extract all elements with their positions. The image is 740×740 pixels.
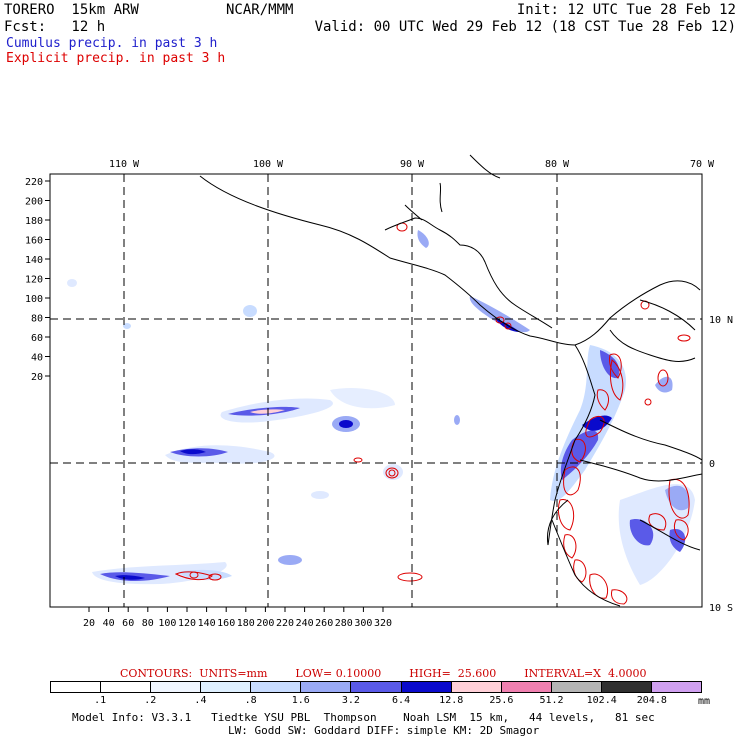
x-tick-label: 220 (276, 618, 294, 629)
valid-time: Valid: 00 UTC Wed 29 Feb 12 (18 CST Tue … (314, 19, 736, 35)
y-tick-label: 20 (31, 372, 43, 383)
x-tick-label: 60 (122, 618, 134, 629)
color-scale-unit: mm (698, 696, 711, 707)
x-tick-label: 280 (335, 618, 353, 629)
y-tick-label: 220 (25, 177, 43, 188)
x-tick-label: 300 (354, 618, 372, 629)
contour-units: CONTOURS: UNITS=mm (120, 667, 268, 680)
x-axis: 20 40 60 80 100 120 140 160 180 200 220 240 260 280 30… (83, 607, 392, 629)
color-scale-label: 3.2 (341, 695, 360, 706)
model-info: Model Info: V3.3.1 Tiedtke YSU PBL Thomp… (72, 711, 655, 724)
color-scale-segment (351, 682, 402, 692)
coastlines (199, 154, 703, 607)
init-time: Init: 12 UTC Tue 28 Feb 12 (516, 2, 736, 18)
y-tick-label: 200 (25, 197, 43, 208)
color-scale-label: .8 (244, 695, 257, 706)
color-scale-label: .2 (144, 695, 157, 706)
y-tick-label: 120 (25, 275, 43, 286)
model-title: TORERO 15km ARW (4, 2, 139, 18)
color-scale-label: 102.4 (586, 695, 617, 706)
color-scale-segment (551, 682, 602, 692)
color-scale-segment (101, 682, 152, 692)
color-scale-label: .4 (194, 695, 207, 706)
x-tick-label: 180 (237, 618, 255, 629)
x-tick-label: 260 (315, 618, 333, 629)
contour-high: HIGH= 25.600 (409, 667, 497, 680)
color-scale-label: 204.8 (636, 695, 667, 706)
y-tick-label: 40 (31, 353, 43, 364)
x-tick-label: 320 (374, 618, 392, 629)
color-scale-segment (151, 682, 202, 692)
color-scale-label: 12.8 (439, 695, 464, 706)
lon-label: 90 W (400, 159, 425, 170)
y-tick-label: 60 (31, 333, 43, 344)
color-scale-segment (401, 682, 452, 692)
lat-label: 0 (709, 459, 715, 470)
color-scale-bar (50, 681, 702, 693)
lon-label: 80 W (545, 159, 570, 170)
y-tick-label: 80 (31, 314, 43, 325)
lat-lon-gridlines (50, 174, 702, 607)
color-scale-label: .1 (94, 695, 107, 706)
x-tick-label: 100 (158, 618, 176, 629)
lon-label: 100 W (253, 159, 284, 170)
model-physics: LW: Godd SW: Goddard DIFF: simple KM: 2D… (228, 724, 540, 737)
color-scale-segment (451, 682, 502, 692)
y-tick-label: 180 (25, 216, 43, 227)
lat-label: 10 S (709, 603, 733, 614)
right-latitude-labels: 10 N 0 10 S (709, 315, 733, 614)
y-tick-label: 100 (25, 294, 43, 305)
y-axis: 220 200 180 160 140 120 100 80 60 40 20 (25, 177, 50, 383)
x-tick-label: 140 (198, 618, 216, 629)
y-tick-label: 140 (25, 255, 43, 266)
color-scale-label: 6.4 (392, 695, 411, 706)
contour-info: CONTOURS: UNITS=mm LOW= 0.10000 HIGH= 25.6… (120, 667, 674, 680)
color-scale-segment (251, 682, 302, 692)
cumulus-precip-field (67, 230, 695, 585)
x-tick-label: 40 (103, 618, 115, 629)
contour-low: LOW= 0.10000 (295, 667, 382, 680)
color-scale-label: 25.6 (489, 695, 514, 706)
forecast-hour: Fcst: 12 h (4, 19, 106, 35)
color-scale-segment (601, 682, 652, 692)
lon-label: 110 W (109, 159, 140, 170)
lon-label: 70 W (690, 159, 715, 170)
x-tick-label: 160 (217, 618, 235, 629)
explicit-precip-contours (174, 222, 691, 605)
contour-interval: INTERVAL=X 4.0000 (524, 667, 647, 680)
x-tick-label: 120 (178, 618, 196, 629)
color-scale-label: 51.2 (539, 695, 564, 706)
x-tick-label: 240 (296, 618, 314, 629)
x-tick-label: 200 (256, 618, 274, 629)
color-scale-segment (501, 682, 552, 692)
color-scale-labels: .1 .2 .4 .8 1.6 3.2 6.4 12.8 25.6 51.2 102.4 204.8 (50, 695, 702, 707)
color-scale-segment (201, 682, 252, 692)
y-tick-label: 160 (25, 236, 43, 247)
x-tick-label: 80 (142, 618, 154, 629)
color-scale-segment (51, 682, 102, 692)
top-longitude-labels: 110 W 100 W 90 W 80 W 70 W (109, 159, 715, 170)
color-scale-segment (301, 682, 352, 692)
color-scale-segment (651, 682, 702, 692)
organization: NCAR/MMM (226, 2, 294, 18)
lat-label: 10 N (709, 315, 733, 326)
x-tick-label: 20 (83, 618, 95, 629)
explicit-legend: Explicit precip. in past 3 h (6, 51, 226, 66)
color-scale-label: 1.6 (291, 695, 310, 706)
cumulus-legend: Cumulus precip. in past 3 h (6, 36, 218, 51)
